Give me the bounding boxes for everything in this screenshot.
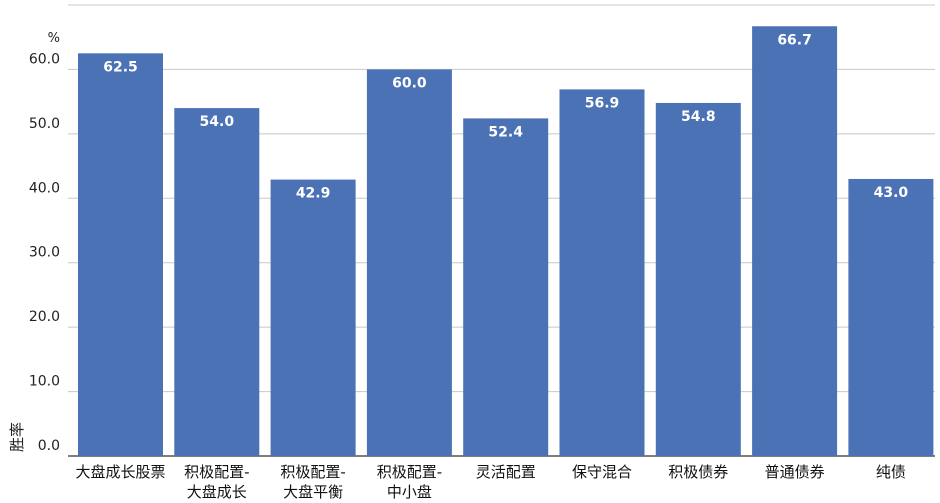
y-tick-label: 40.0 [29, 180, 60, 196]
category-label: 积极配置- [280, 463, 345, 481]
y-tick-label: 30.0 [29, 245, 60, 261]
bar [848, 178, 934, 456]
bar [366, 69, 452, 456]
value-label: 54.0 [200, 114, 235, 130]
value-label: 52.4 [488, 124, 523, 140]
bar [752, 26, 838, 457]
category-label: 保守混合 [572, 463, 632, 481]
value-labels: 62.5 54.0 42.9 60.0 52.4 56.9 54.8 66.7 43.0 [103, 32, 908, 201]
value-label: 56.9 [585, 95, 620, 111]
bar [559, 89, 645, 456]
value-label: 54.8 [681, 109, 716, 125]
y-axis-label: 胜率 [8, 422, 26, 452]
category-label: 普通债券 [765, 463, 825, 481]
category-label: 积极债券 [668, 463, 728, 481]
y-tick-label: 0.0 [38, 438, 60, 454]
y-tick-label: 10.0 [29, 374, 60, 390]
value-label: 42.9 [296, 186, 331, 202]
category-label: 中小盘 [387, 483, 432, 501]
value-label: 60.0 [392, 75, 427, 91]
bars [78, 26, 934, 457]
category-label: 大盘成长 [187, 483, 247, 501]
value-label: 62.5 [103, 59, 138, 75]
category-label: 积极配置- [377, 463, 442, 481]
category-label: 积极配置- [184, 463, 249, 481]
y-tick-label: 20.0 [29, 309, 60, 325]
y-axis-ticks: 0.0 10.0 20.0 30.0 40.0 50.0 60.0 70.0 [29, 0, 60, 454]
bar [270, 179, 356, 456]
bar [78, 53, 163, 456]
value-label: 43.0 [874, 185, 909, 201]
bar [463, 118, 549, 456]
category-label: 大盘成长股票 [75, 463, 165, 481]
y-axis-unit: % [48, 31, 60, 46]
value-label: 66.7 [777, 32, 812, 48]
category-label: 大盘平衡 [283, 483, 343, 501]
bar [655, 102, 741, 456]
category-labels: 大盘成长股票 积极配置- 大盘成长 积极配置- 大盘平衡 积极配置- 中小盘 灵活配置 保守混合… [75, 463, 905, 501]
y-tick-label: 70.0 [29, 0, 60, 3]
y-tick-label: 60.0 [29, 51, 60, 67]
category-label: 灵活配置 [476, 463, 536, 481]
category-label: 纯债 [876, 463, 906, 481]
y-tick-label: 50.0 [29, 116, 60, 132]
bar [174, 108, 260, 456]
